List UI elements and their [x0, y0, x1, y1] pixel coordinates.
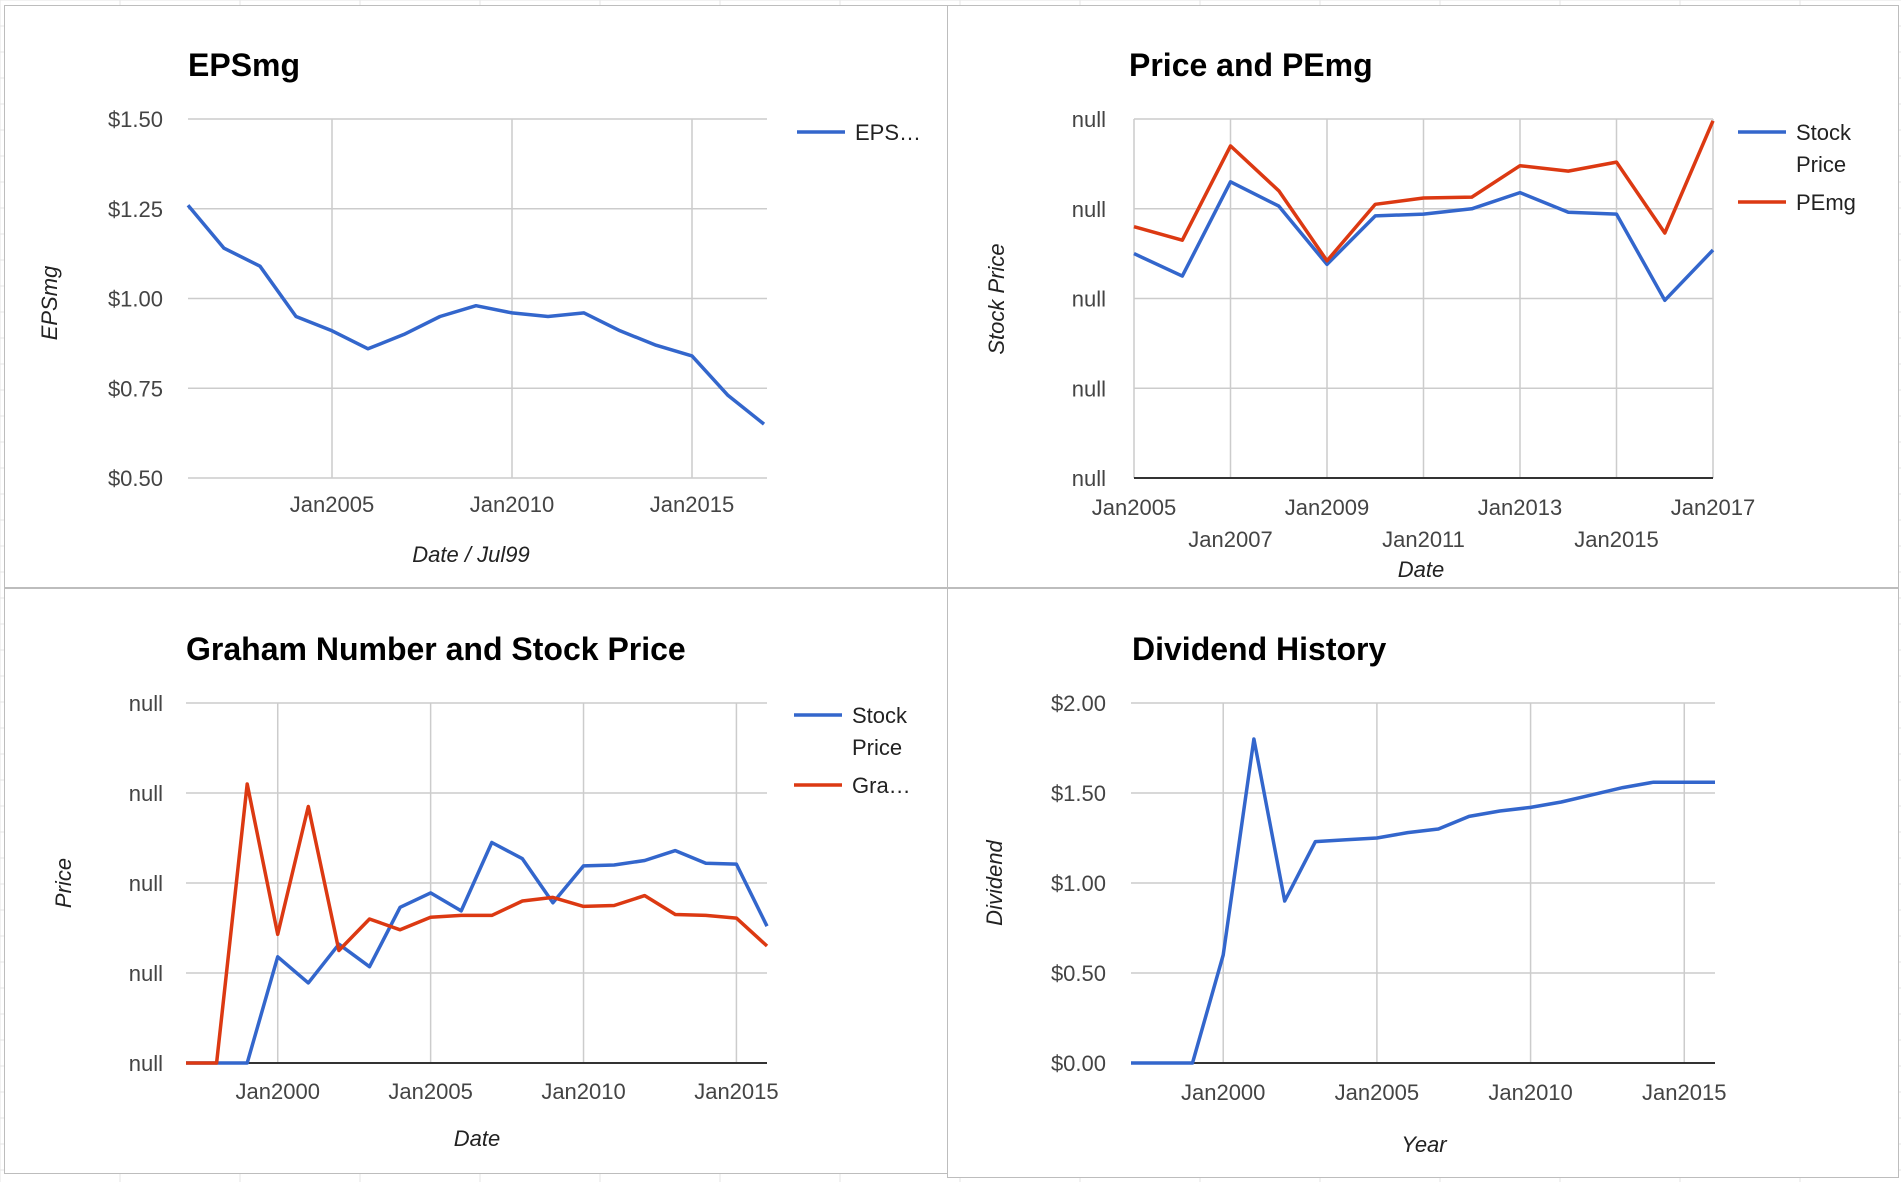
x-tick-label: Jan2010 — [541, 1079, 625, 1104]
x-tick-label: Jan2015 — [694, 1079, 778, 1104]
x-tick-label: Jan2005 — [1092, 495, 1176, 520]
legend-label: EPS… — [855, 120, 921, 145]
y-tick-label: $1.00 — [108, 287, 163, 312]
chart-panel-epsmg[interactable]: $1.50 $1.25 $1.00 $0.75 $0.50 Jan2005 Jan2010 J… — [4, 5, 948, 588]
y-tick-label: $0.75 — [108, 376, 163, 401]
y-tick-label: null — [129, 781, 163, 806]
chart-epsmg: $1.50 $1.25 $1.00 $0.75 $0.50 Jan2005 Jan2010 J… — [37, 47, 921, 567]
y-axis-label: Dividend — [982, 839, 1007, 925]
x-tick-label: Jan2011 — [1382, 527, 1465, 552]
x-axis-label: Date — [1398, 557, 1444, 582]
legend-item-gra[interactable]: Gra… — [794, 773, 911, 798]
legend-label: PEmg — [1796, 190, 1856, 215]
chart-title: EPSmg — [188, 47, 300, 83]
chart-title: Dividend History — [1132, 631, 1386, 667]
chart-panel-dividend-history[interactable]: $2.00 $1.50 $1.00 $0.50 $0.00 Jan2000 Jan2005 J… — [947, 588, 1899, 1178]
x-axis-label: Date / Jul99 — [412, 542, 529, 567]
series-line-stock-price — [1133, 180, 1715, 303]
legend-label: Stock Price — [1796, 120, 1852, 177]
y-tick-label: $2.00 — [1051, 691, 1106, 716]
series-line-gra — [186, 782, 769, 1065]
chart-panel-graham-number[interactable]: null null null null null Jan2000 Jan2005 Jan201… — [4, 588, 948, 1174]
x-tick-label: Jan2015 — [650, 492, 734, 517]
chart-title: Graham Number and Stock Price — [186, 631, 686, 667]
y-tick-label: null — [1072, 197, 1106, 222]
legend-label: Stock Price — [852, 703, 908, 760]
y-tick-label: null — [129, 691, 163, 716]
y-tick-label: $1.50 — [108, 107, 163, 132]
legend-label: Gra… — [852, 773, 911, 798]
chart-dividend-history: $2.00 $1.50 $1.00 $0.50 $0.00 Jan2000 Jan2005 J… — [982, 631, 1726, 1157]
y-tick-label: null — [1072, 107, 1106, 132]
x-tick-label: Jan2010 — [1488, 1080, 1572, 1105]
legend-item-pemg[interactable]: PEmg — [1738, 190, 1856, 215]
y-axis-label: Price — [51, 858, 76, 908]
y-tick-label: $0.50 — [108, 466, 163, 491]
y-tick-label: null — [1072, 287, 1106, 312]
series-line-eps — [186, 204, 766, 426]
x-tick-label: Jan2015 — [1642, 1080, 1726, 1105]
x-tick-label: Jan2005 — [290, 492, 374, 517]
y-axis-label: Stock Price — [984, 243, 1009, 354]
legend-item-eps[interactable]: EPS… — [797, 120, 921, 145]
y-tick-label: $0.00 — [1051, 1051, 1106, 1076]
legend-item-stock-price[interactable]: Stock Price — [794, 703, 908, 760]
y-axis-label: EPSmg — [37, 265, 62, 340]
x-tick-label: Jan2013 — [1478, 495, 1562, 520]
series-line-pemg — [1133, 120, 1715, 263]
x-tick-label: Jan2005 — [388, 1079, 472, 1104]
chart-panel-price-and-pemg[interactable]: null null null null null Jan2005 Jan2007 Jan200… — [947, 5, 1899, 588]
x-axis-label: Date — [454, 1126, 500, 1151]
y-tick-label: null — [129, 1051, 163, 1076]
x-tick-label: Jan2010 — [470, 492, 554, 517]
x-tick-label: Jan2000 — [236, 1079, 320, 1104]
x-tick-label: Jan2000 — [1181, 1080, 1265, 1105]
y-tick-label: null — [1072, 376, 1106, 401]
series-line-stock-price — [186, 840, 769, 1065]
x-tick-label: Jan2005 — [1335, 1080, 1419, 1105]
y-tick-label: $0.50 — [1051, 961, 1106, 986]
x-tick-label: Jan2009 — [1285, 495, 1369, 520]
x-tick-label: Jan2017 — [1671, 495, 1755, 520]
y-tick-label: null — [129, 871, 163, 896]
x-tick-label: Jan2015 — [1574, 527, 1658, 552]
y-tick-label: $1.25 — [108, 197, 163, 222]
y-tick-label: null — [1072, 466, 1106, 491]
chart-title: Price and PEmg — [1129, 47, 1373, 83]
y-tick-label: $1.00 — [1051, 871, 1106, 896]
chart-price-and-pemg: null null null null null Jan2005 Jan2007 Jan200… — [984, 47, 1856, 582]
series-line-series — [1131, 737, 1715, 1065]
y-tick-label: $1.50 — [1051, 781, 1106, 806]
chart-graham-number-and-stock-price: null null null null null Jan2000 Jan2005 Jan201… — [51, 631, 911, 1151]
y-tick-label: null — [129, 961, 163, 986]
legend-item-stock-price[interactable]: Stock Price — [1738, 120, 1852, 177]
x-tick-label: Jan2007 — [1188, 527, 1272, 552]
x-axis-label: Year — [1401, 1132, 1448, 1157]
